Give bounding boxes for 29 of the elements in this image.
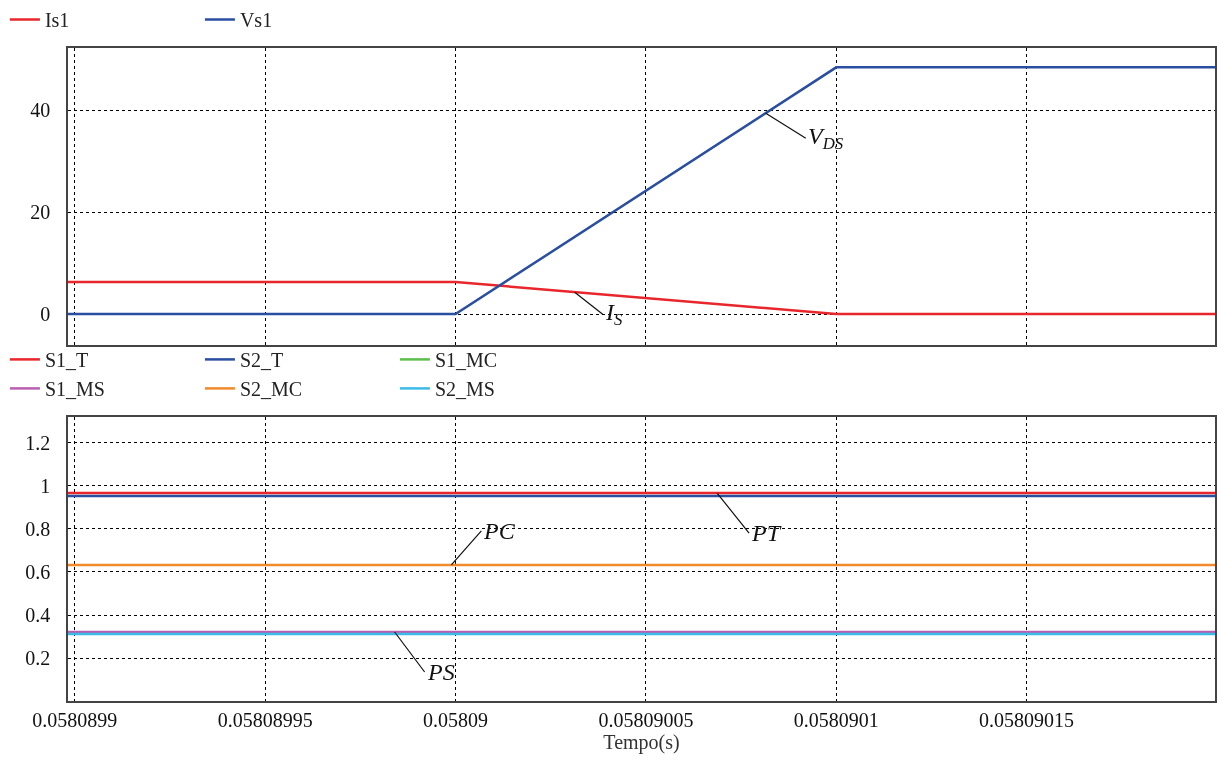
- x-tick-label: 0.05809005: [598, 708, 694, 731]
- legend-label: S1_MS: [44, 378, 105, 401]
- x-tick-label: 0.05809: [423, 708, 489, 731]
- y-tick-label: 0.8: [25, 518, 51, 540]
- legend-label: S1_T: [44, 349, 89, 372]
- legend-label: S2_MS: [434, 378, 495, 401]
- y-tick-label: 0.4: [25, 604, 51, 627]
- y-tick-label: 40: [30, 99, 51, 122]
- y-tick-label: 0: [40, 303, 51, 326]
- y-tick-label: 0.2: [25, 647, 51, 670]
- annotation: PT: [751, 520, 782, 546]
- annotation: I$_{S}$: [605, 299, 623, 330]
- x-tick-label: 0.0580899: [32, 708, 118, 731]
- legend-label: S2_MC: [239, 378, 303, 401]
- x-tick-label: 0.0580901: [793, 708, 879, 731]
- y-tick-label: 1.2: [25, 431, 51, 454]
- y-tick-label: 20: [30, 201, 51, 224]
- y-tick-label: 1: [40, 475, 51, 497]
- x-tick-label: 0.05808995: [217, 708, 313, 731]
- legend-label: Vs1: [239, 9, 273, 32]
- legend-label: S2_T: [239, 349, 284, 372]
- legend-label: S1_MC: [434, 349, 498, 372]
- annotation: PS: [427, 659, 455, 685]
- y-tick-label: 0.6: [25, 561, 51, 583]
- annotation: PC: [483, 518, 516, 544]
- legend-label: Is1: [44, 9, 70, 32]
- x-axis-title: Tempo(s): [603, 730, 680, 754]
- annotation: V$_{DS}$: [808, 123, 844, 154]
- x-tick-label: 0.05809015: [979, 708, 1075, 731]
